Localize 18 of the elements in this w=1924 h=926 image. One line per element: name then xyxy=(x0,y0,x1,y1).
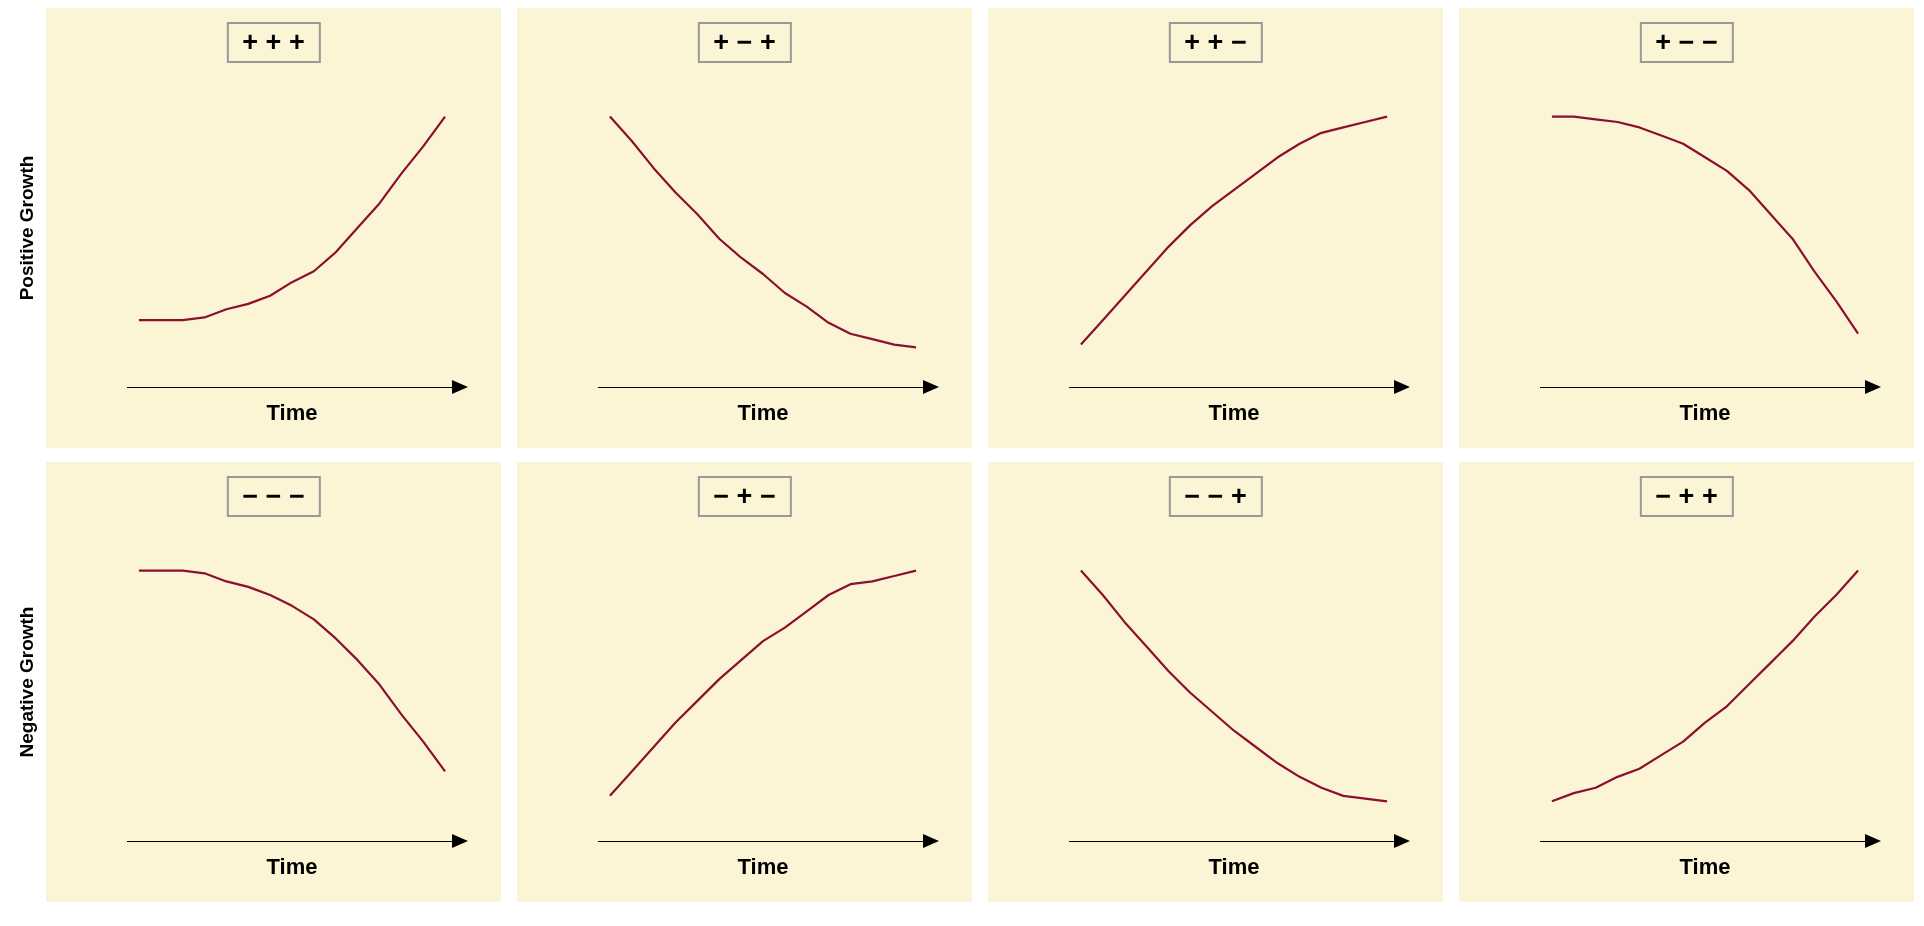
chart-title: − − + xyxy=(1168,476,1263,517)
x-axis-title: Time xyxy=(1207,400,1261,426)
x-axis-title: Time xyxy=(1207,854,1261,880)
chart-title: + − + xyxy=(697,22,792,63)
chart-title: − + − xyxy=(697,476,792,517)
x-axis-title: Time xyxy=(265,854,319,880)
x-axis-title: Time xyxy=(736,400,790,426)
chart-title: + − − xyxy=(1639,22,1734,63)
x-axis-title: Time xyxy=(736,854,790,880)
chart-title: − − − xyxy=(226,476,321,517)
chart-title: + + − xyxy=(1168,22,1263,63)
y-axis-title: Negative Growth xyxy=(16,606,38,758)
chart-title: − + + xyxy=(1639,476,1734,517)
chart-title: + + + xyxy=(226,22,321,63)
x-axis-title: Time xyxy=(1678,854,1732,880)
x-axis-title: Time xyxy=(265,400,319,426)
y-axis-title: Positive Growth xyxy=(16,155,38,301)
x-axis-title: Time xyxy=(1678,400,1732,426)
